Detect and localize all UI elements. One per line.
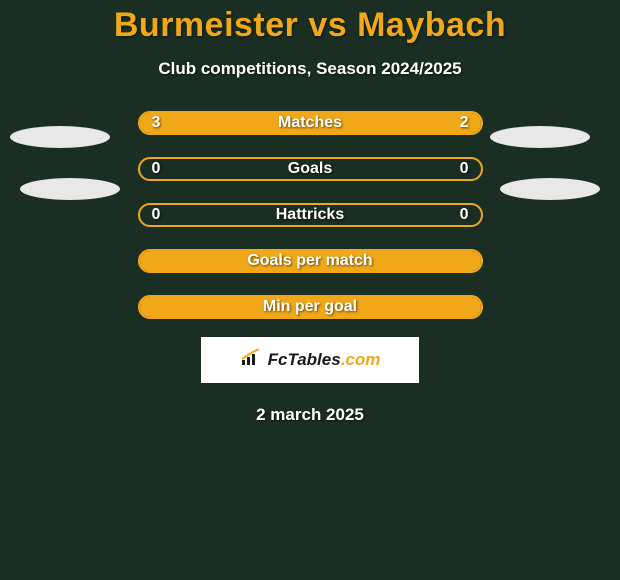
- date-label: 2 march 2025: [0, 405, 620, 425]
- source-logo[interactable]: FcTables.com: [201, 337, 419, 383]
- page-title: Burmeister vs Maybach: [0, 6, 620, 45]
- stat-value-right: 0: [460, 160, 469, 178]
- stat-row-min-per-goal: Min per goal: [138, 295, 483, 319]
- logo-prefix: FcTables: [268, 350, 341, 369]
- stat-value-right: 0: [460, 206, 469, 224]
- stat-row-goals: 0 Goals 0: [138, 157, 483, 181]
- stat-row-goals-per-match: Goals per match: [138, 249, 483, 273]
- stat-label: Matches: [140, 114, 481, 132]
- stat-value-right: 2: [460, 114, 469, 132]
- player-left-ellipse-2: [20, 178, 120, 200]
- logo-suffix: .com: [341, 350, 381, 369]
- stat-label: Goals: [140, 160, 481, 178]
- stat-row-matches: 3 Matches 2: [138, 111, 483, 135]
- comparison-card: Burmeister vs Maybach Club competitions,…: [0, 0, 620, 425]
- stat-label: Goals per match: [140, 252, 481, 270]
- player-right-ellipse-1: [490, 126, 590, 148]
- player-right-ellipse-2: [500, 178, 600, 200]
- stat-label: Hattricks: [140, 206, 481, 224]
- page-subtitle: Club competitions, Season 2024/2025: [0, 59, 620, 79]
- logo-text: FcTables.com: [268, 350, 381, 370]
- chart-icon: [240, 349, 262, 372]
- player-left-ellipse-1: [10, 126, 110, 148]
- stat-label: Min per goal: [140, 298, 481, 316]
- stat-row-hattricks: 0 Hattricks 0: [138, 203, 483, 227]
